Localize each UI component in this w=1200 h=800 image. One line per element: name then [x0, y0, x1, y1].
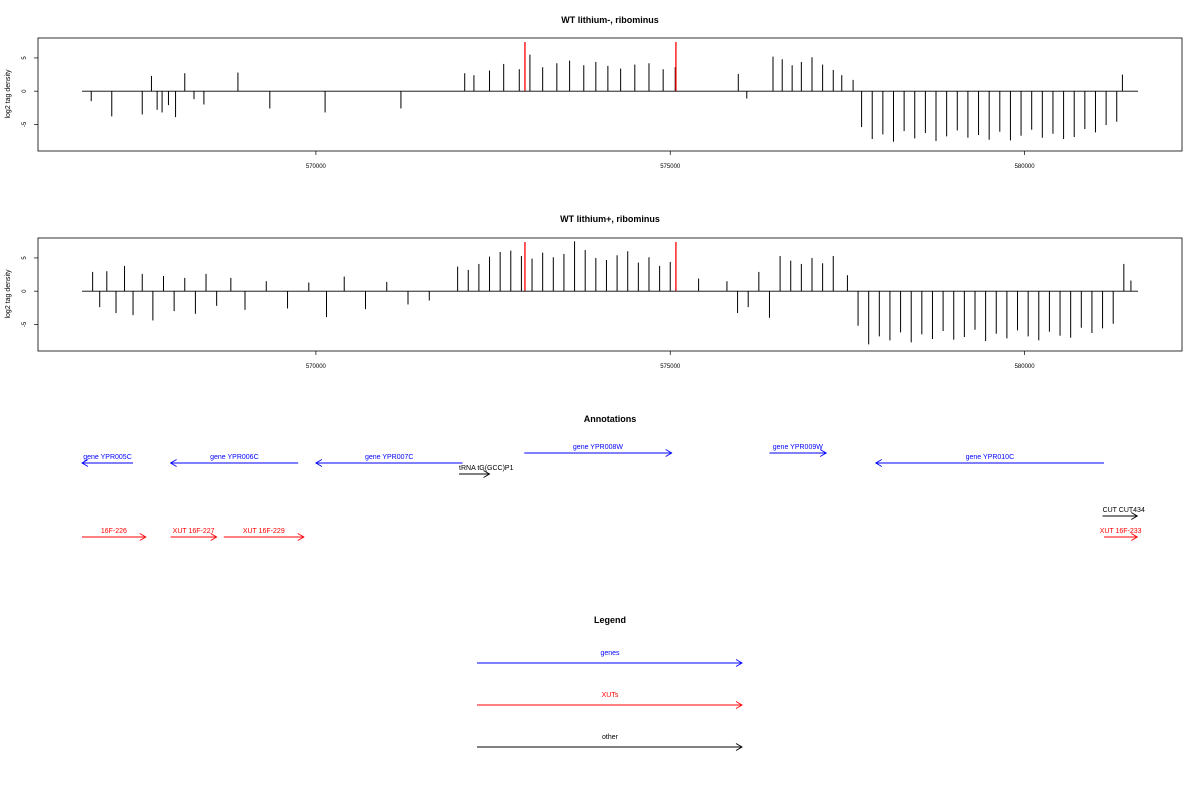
feature-arrow-head [819, 449, 828, 457]
feature-arrow-head [169, 459, 177, 467]
x-tick-label: 580000 [1015, 364, 1036, 370]
annotation-feature: gene YPR009W [769, 444, 828, 457]
feature-arrow-head [665, 449, 673, 457]
legend-label: other [602, 734, 619, 741]
legend-entry: genes [477, 650, 743, 667]
y-tick-label: 0 [22, 289, 28, 293]
x-axis-ticks: 570000 575000 580000 [306, 351, 1035, 370]
feature-arrow-head [297, 533, 305, 541]
marker-lines [524, 42, 677, 92]
y-tick-label: 0 [22, 89, 28, 93]
legend-arrow-head [735, 743, 743, 751]
panel-title: WT lithium-, ribominus [561, 15, 659, 25]
x-tick-label: 570000 [306, 164, 327, 170]
feature-arrow-head [314, 459, 323, 467]
marker-lines [524, 242, 677, 292]
y-axis-label: log2 tag density [5, 269, 12, 319]
legend-entry: other [477, 734, 743, 751]
panel-title: WT lithium+, ribominus [560, 214, 660, 224]
feature-label: gene YPR010C [966, 454, 1015, 461]
feature-label: CUT CUT434 [1103, 507, 1145, 514]
feature-arrow-head [483, 470, 491, 478]
annotation-feature: 16F-226 [82, 528, 147, 541]
feature-label: tRNA tG(GCC)P1 [459, 465, 514, 472]
feature-label: 16F-226 [101, 528, 127, 535]
feature-label: gene YPR009W [773, 444, 823, 451]
feature-arrow-head [1131, 533, 1139, 541]
annotations-panel: Annotations gene YPR005C gene YPR006C gene… [81, 414, 1145, 541]
annotation-feature: gene YPR008W [524, 444, 673, 457]
feature-label: XUT 16F-227 [173, 528, 215, 535]
feature-arrow-head [81, 459, 89, 467]
annotation-feature: gene YPR010C [874, 454, 1104, 467]
annotation-feature: gene YPR006C [169, 454, 299, 467]
y-tick-label: -5 [22, 321, 28, 327]
feature-label: XUT 16F-233 [1100, 528, 1142, 535]
feature-label: XUT 16F-229 [243, 528, 285, 535]
y-axis-ticks: -5 0 5 [22, 56, 38, 127]
annotation-feature: XUT 16F-233 [1100, 528, 1142, 541]
plot-frame [37, 237, 1183, 352]
feature-arrow-head [1131, 512, 1139, 520]
x-tick-label: 570000 [306, 364, 327, 370]
annotation-feature: XUT 16F-229 [223, 528, 305, 541]
feature-arrow-head [874, 459, 882, 467]
y-axis-label: log2 tag density [5, 69, 12, 119]
annotation-feature: tRNA tG(GCC)P1 [459, 465, 514, 478]
annotation-feature: gene YPR007C [314, 454, 463, 467]
annotation-feature: gene YPR005C [81, 454, 134, 467]
y-axis-ticks: -5 0 5 [22, 256, 38, 327]
legend-label: genes [600, 650, 620, 657]
x-axis-ticks: 570000 575000 580000 [306, 151, 1035, 170]
feature-label: gene YPR006C [210, 454, 259, 461]
annotation-feature: CUT CUT434 [1102, 507, 1145, 520]
feature-label: gene YPR005C [83, 454, 132, 461]
track-panel-lithium-plus: WT lithium+, ribominus log2 tag density … [5, 214, 1183, 370]
x-tick-label: 580000 [1015, 164, 1036, 170]
legend-label: XUTs [602, 692, 619, 699]
plot-frame [37, 37, 1183, 152]
track-panel-lithium-minus: WT lithium-, ribominus log2 tag density … [5, 15, 1183, 170]
annotation-items: gene YPR005C gene YPR006C gene YPR007C tRNA… [81, 444, 1145, 541]
legend-arrow-head [735, 659, 743, 667]
x-tick-label: 575000 [660, 164, 681, 170]
y-tick-label: 5 [22, 56, 28, 60]
x-tick-label: 575000 [660, 364, 681, 370]
legend-entry: XUTs [477, 692, 743, 709]
y-tick-label: 5 [22, 256, 28, 260]
track-bars [92, 241, 1132, 345]
legend-arrow-head [735, 701, 743, 709]
annotations-title: Annotations [584, 414, 637, 424]
feature-label: gene YPR007C [365, 454, 414, 461]
legend: Legend genes XUTs other [477, 615, 743, 751]
legend-title: Legend [594, 615, 626, 625]
legend-items: genes XUTs other [477, 650, 743, 751]
feature-arrow-head [210, 533, 218, 541]
feature-label: gene YPR008W [573, 444, 623, 451]
y-tick-label: -5 [22, 121, 28, 127]
feature-arrow-head [139, 533, 147, 541]
annotation-feature: XUT 16F-227 [170, 528, 218, 541]
track-bars [90, 54, 1123, 142]
